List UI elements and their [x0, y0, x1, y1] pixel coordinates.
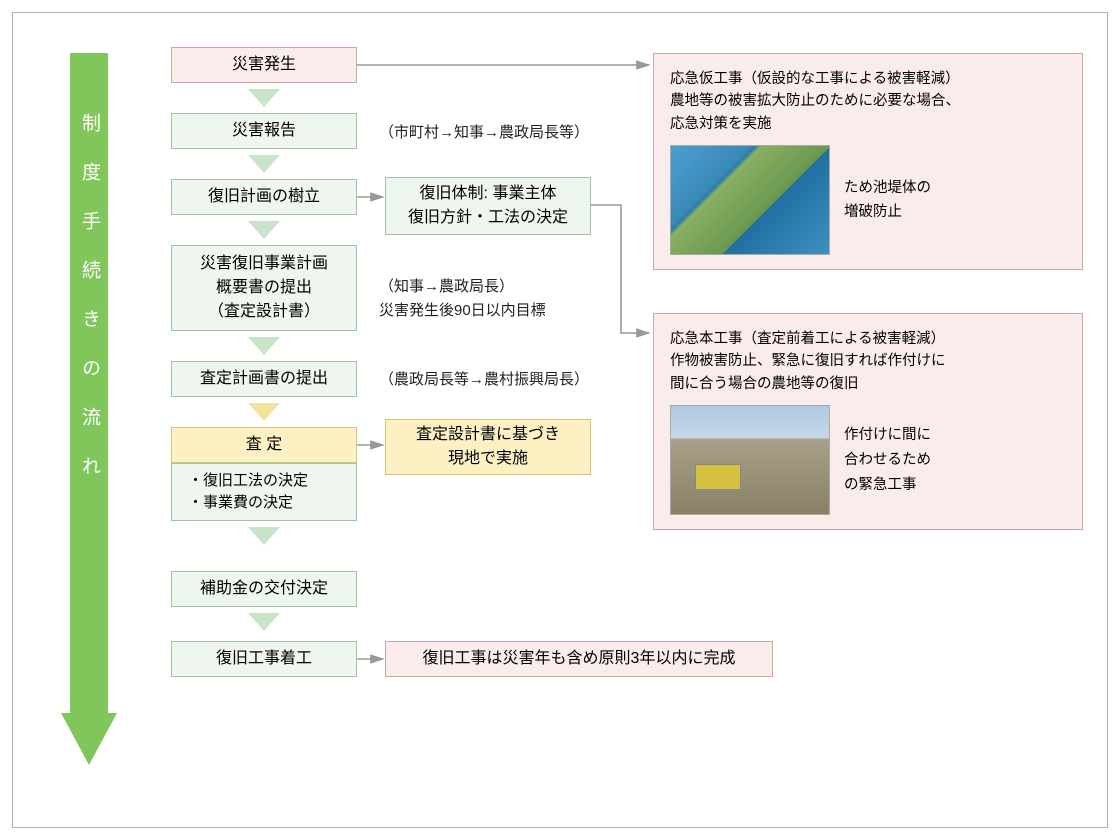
flow-separator-s3 [248, 221, 280, 239]
step-s1: 災害発生 [171, 47, 357, 83]
sidebox-b3: 復旧工事は災害年も含め原則3年以内に完成 [385, 641, 773, 677]
callout-c1-caption: ため池堤体の増破防止 [844, 176, 931, 225]
step-s8-text: 復旧工事着工 [216, 647, 312, 671]
step-s6: 査 定 [171, 427, 357, 463]
flow-separator-s5 [248, 403, 280, 421]
step-s4-text: 概要書の提出 [216, 276, 312, 300]
callout-c1-title: 応急仮工事（仮設的な工事による被害軽減）農地等の被害拡大防止のために必要な場合、… [670, 68, 1066, 135]
sidebox-b1-text: 復旧体制: 事業主体 [420, 182, 557, 206]
flow-direction-label: 制度手続きの流れ [75, 113, 103, 505]
sidebox-b2: 査定設計書に基づき現地で実施 [385, 419, 591, 475]
callout-c1-image [670, 145, 830, 255]
step-s4: 災害復旧事業計画概要書の提出（査定設計書） [171, 245, 357, 331]
step-s4-text: （査定設計書） [208, 300, 320, 324]
flow-separator-s7 [248, 613, 280, 631]
flow-direction-arrow: 制度手続きの流れ [61, 53, 117, 773]
callout-c2-caption: 作付けに間に合わせるための緊急工事 [844, 423, 931, 497]
callout-c1: 応急仮工事（仮設的な工事による被害軽減）農地等の被害拡大防止のために必要な場合、… [653, 53, 1083, 270]
annotation-a3: （農政局長等→農村振興局長） [379, 368, 589, 392]
sidebox-b2-text: 現地で実施 [448, 447, 528, 471]
flow-separator-s6b [248, 527, 280, 545]
step-s7-text: 補助金の交付決定 [200, 577, 328, 601]
diagram-frame: 制度手続きの流れ 災害発生災害報告復旧計画の樹立災害復旧事業計画概要書の提出（査… [12, 12, 1108, 828]
callout-c2-image [670, 405, 830, 515]
step-s5: 査定計画書の提出 [171, 361, 357, 397]
step-s7: 補助金の交付決定 [171, 571, 357, 607]
step-s1-text: 災害発生 [232, 53, 296, 77]
callout-c2-title: 応急本工事（査定前着工による被害軽減）作物被害防止、緊急に復旧すれば作付けに間に… [670, 328, 1066, 395]
step-s2: 災害報告 [171, 113, 357, 149]
step-s5-text: 査定計画書の提出 [200, 367, 328, 391]
sidebox-b3-text: 復旧工事は災害年も含め原則3年以内に完成 [423, 647, 736, 671]
annotation-a2: （知事→農政局長）災害発生後90日以内目標 [379, 275, 546, 323]
step-s6b-text: ・復旧工法の決定 [188, 470, 308, 493]
step-s4-text: 災害復旧事業計画 [200, 252, 328, 276]
step-s8: 復旧工事着工 [171, 641, 357, 677]
step-s3-text: 復旧計画の樹立 [208, 185, 320, 209]
sidebox-b1: 復旧体制: 事業主体復旧方針・工法の決定 [385, 177, 591, 235]
flow-separator-s2 [248, 155, 280, 173]
step-s6-text: 査 定 [246, 433, 282, 457]
sidebox-b1-text: 復旧方針・工法の決定 [408, 206, 568, 230]
step-s6b: ・復旧工法の決定・事業費の決定 [171, 463, 357, 521]
callout-c2: 応急本工事（査定前着工による被害軽減）作物被害防止、緊急に復旧すれば作付けに間に… [653, 313, 1083, 530]
step-s6b-text: ・事業費の決定 [188, 492, 293, 515]
sidebox-b2-text: 査定設計書に基づき [416, 423, 560, 447]
flow-separator-s4 [248, 337, 280, 355]
step-s2-text: 災害報告 [232, 119, 296, 143]
flow-separator-s1 [248, 89, 280, 107]
step-s3: 復旧計画の樹立 [171, 179, 357, 215]
annotation-a1: （市町村→知事→農政局長等） [379, 121, 589, 145]
connector-b1-c2 [591, 205, 649, 333]
